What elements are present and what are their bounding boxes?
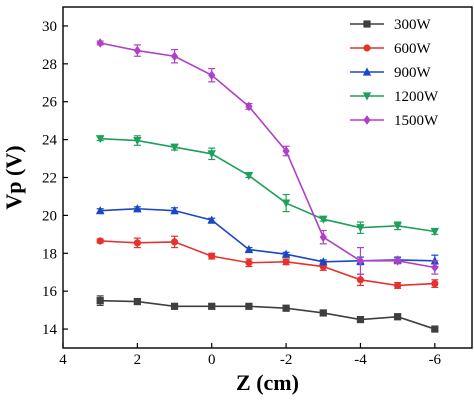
data-point-1500w — [356, 256, 365, 266]
data-point-300w — [245, 302, 253, 310]
data-point-600w — [356, 276, 365, 284]
data-point-300w — [394, 313, 402, 321]
series-line-1500w — [100, 42, 435, 269]
data-point-600w — [431, 279, 439, 288]
data-point-300w — [208, 302, 216, 310]
series-line-600w — [100, 240, 435, 287]
data-point-1200w — [170, 143, 179, 152]
series-1500w — [96, 38, 439, 275]
data-point-1200w — [133, 136, 142, 146]
series-900w — [95, 204, 440, 268]
data-point-1500w — [133, 45, 141, 56]
data-point-900w — [95, 206, 105, 215]
x-axis: 4 2 0 -2 -4 -6 — [59, 343, 442, 368]
x-tick-label: 2 — [134, 352, 142, 368]
data-point-1200w — [95, 135, 105, 144]
data-point-1500w — [96, 38, 104, 48]
legend-marker-1500w — [363, 115, 371, 125]
data-point-1500w — [282, 146, 290, 156]
series-line-900w — [100, 207, 435, 263]
y-tick-label: 14 — [42, 322, 58, 338]
data-point-300w — [356, 315, 365, 324]
data-point-1200w — [430, 227, 440, 237]
data-point-1200w — [319, 215, 328, 224]
data-point-300w — [431, 325, 439, 333]
legend-label: 600W — [394, 41, 432, 57]
x-tick-label: 4 — [59, 352, 67, 368]
legend-label: 900W — [394, 65, 432, 81]
legend-label: 1500W — [394, 113, 439, 129]
legend-item-600w: 600W — [350, 41, 432, 57]
data-point-600w — [133, 239, 141, 247]
legend-marker-600w — [363, 44, 371, 52]
data-point-600w — [208, 252, 216, 260]
y-tick-label: 18 — [42, 246, 57, 262]
data-point-900w — [170, 206, 179, 215]
series-layer — [95, 38, 440, 333]
y-tick-label: 30 — [42, 19, 57, 35]
legend-item-1500w: 1500W — [350, 113, 439, 129]
data-point-1200w — [356, 224, 365, 233]
data-point-300w — [133, 297, 141, 306]
y-tick-label: 20 — [42, 208, 57, 224]
series-300w — [96, 295, 439, 333]
series-1200w — [95, 135, 440, 237]
y-tick-label: 26 — [42, 95, 58, 111]
legend-marker-300w — [363, 20, 371, 28]
data-point-1500w — [170, 51, 179, 62]
data-point-1500w — [208, 70, 216, 80]
data-point-600w — [245, 259, 253, 267]
x-tick-label: -4 — [354, 352, 367, 368]
data-point-600w — [96, 237, 104, 245]
plot-frame — [62, 6, 473, 349]
series-line-300w — [100, 299, 436, 330]
data-point-1200w — [281, 199, 291, 208]
y-axis-title: Vp (V) — [1, 145, 26, 209]
data-point-1200w — [207, 150, 216, 159]
y-axis: 14 16 18 20 22 24 26 28 30 — [42, 19, 68, 338]
data-point-600w — [282, 258, 290, 266]
data-point-300w — [319, 309, 327, 317]
legend-marker-1200w — [362, 92, 372, 101]
y-tick-label: 16 — [42, 284, 58, 300]
data-point-1200w — [393, 222, 402, 231]
data-point-300w — [170, 302, 179, 310]
legend-marker-900w — [362, 67, 372, 76]
data-point-900w — [319, 257, 328, 266]
y-tick-label: 22 — [42, 171, 57, 187]
data-point-300w — [282, 304, 290, 312]
data-point-300w — [96, 297, 104, 305]
data-point-600w — [170, 238, 179, 246]
x-tick-label: -2 — [280, 352, 293, 368]
legend-item-300w: 300W — [350, 17, 432, 33]
data-point-600w — [394, 281, 402, 290]
data-point-1500w — [245, 101, 253, 112]
data-point-1500w — [319, 232, 327, 242]
legend-label: 300W — [394, 17, 432, 33]
data-point-900w — [133, 204, 142, 213]
data-point-900w — [281, 249, 291, 258]
x-tick-label: 0 — [208, 352, 216, 368]
legend: 300W 600W 900W 1200W 1500W — [350, 17, 439, 129]
y-tick-label: 24 — [42, 133, 58, 149]
series-600w — [96, 235, 439, 290]
x-tick-label: -6 — [429, 352, 442, 368]
x-axis-title: Z (cm) — [236, 370, 299, 395]
legend-label: 1200W — [394, 89, 439, 105]
data-point-1200w — [244, 172, 254, 181]
data-point-900w — [244, 244, 254, 254]
legend-item-900w: 900W — [350, 65, 432, 81]
data-point-900w — [207, 215, 216, 224]
data-point-1500w — [394, 256, 402, 266]
data-point-1500w — [431, 262, 439, 273]
legend-item-1200w: 1200W — [350, 89, 439, 105]
series-line-1200w — [100, 137, 435, 233]
y-tick-label: 28 — [42, 57, 57, 73]
